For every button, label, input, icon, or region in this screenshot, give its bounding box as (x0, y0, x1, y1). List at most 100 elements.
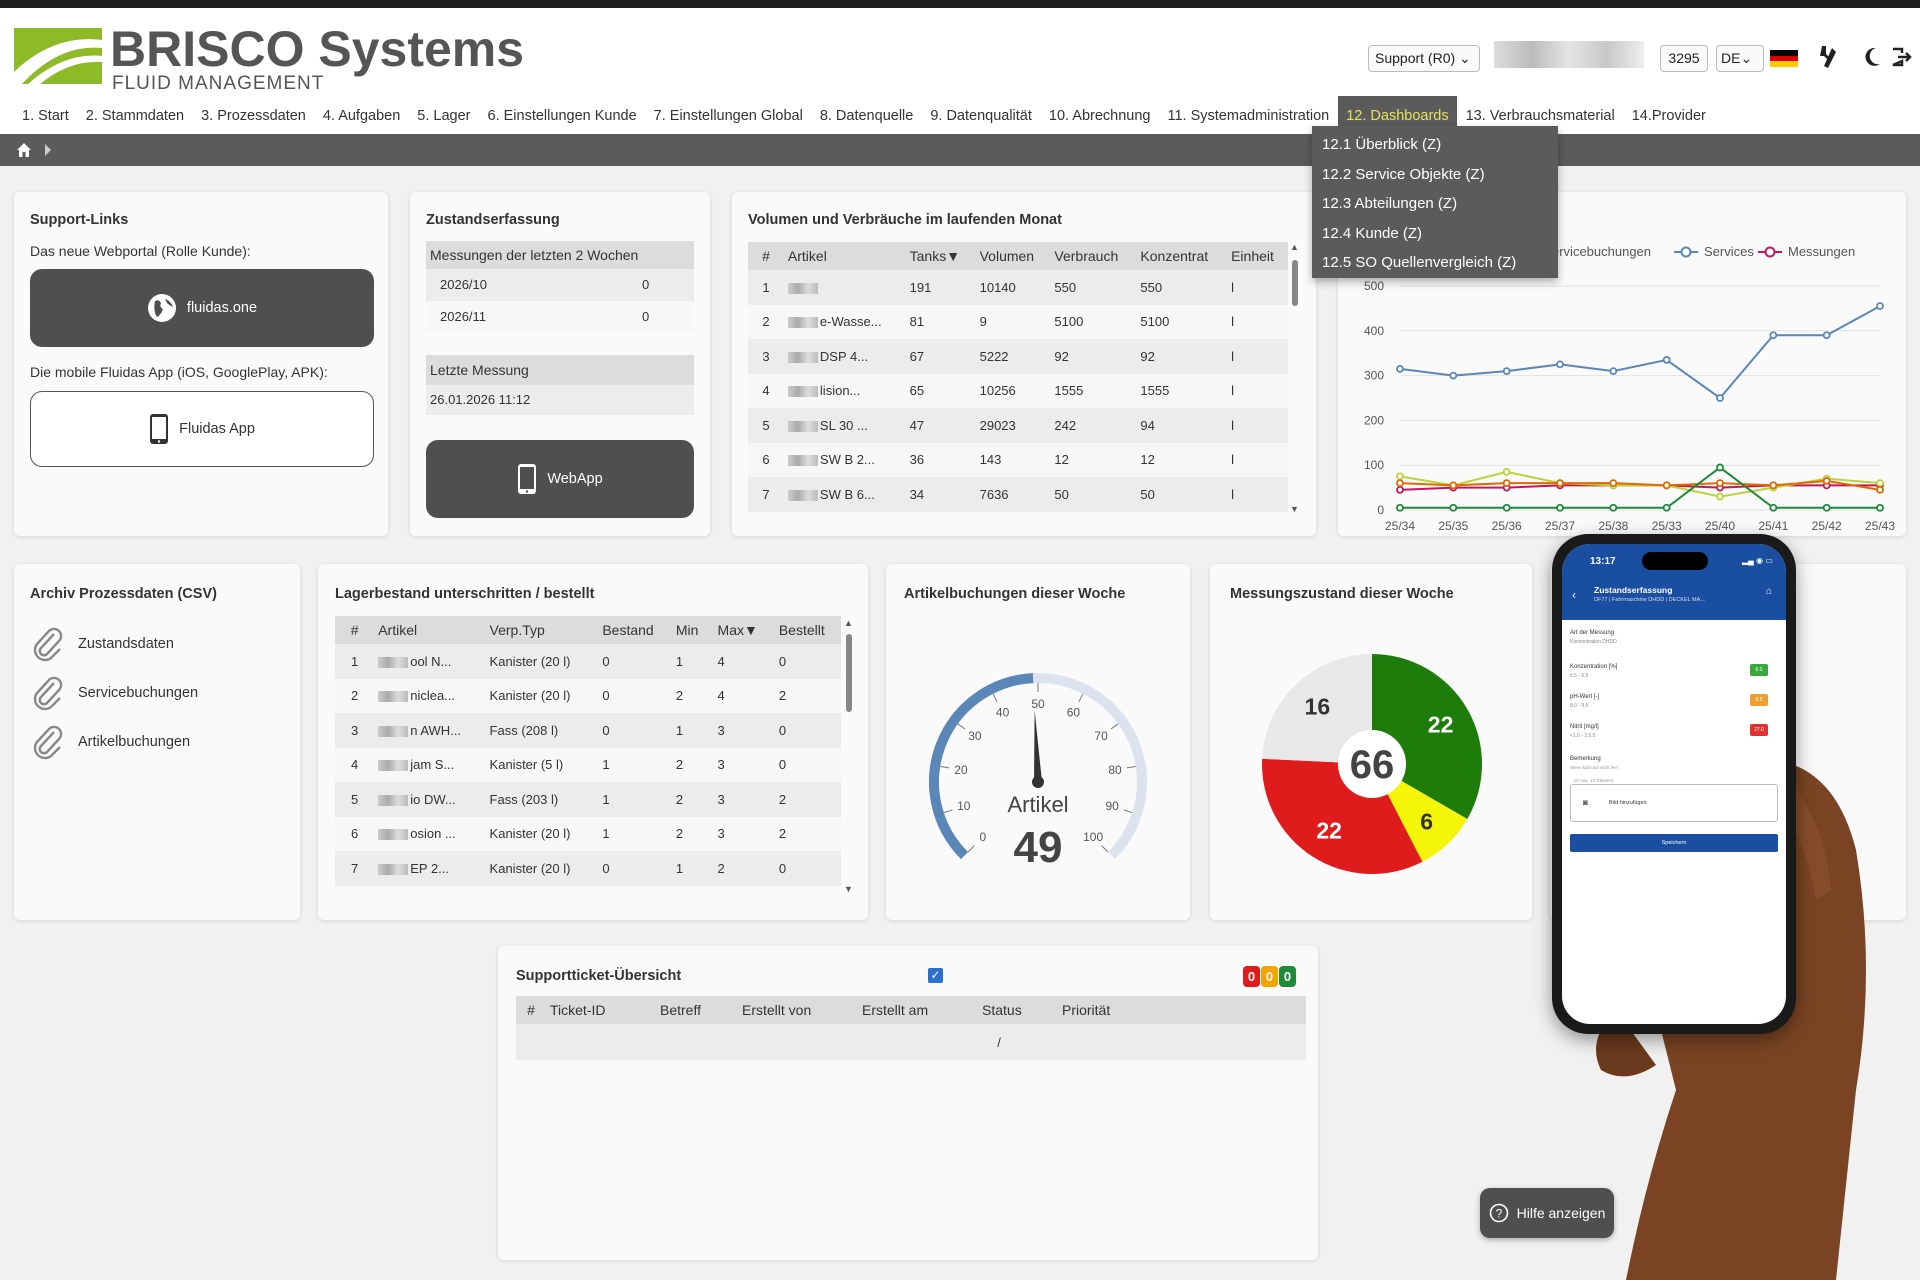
table-row[interactable]: 7 SW B 6... 34 7636 50 50 l (748, 477, 1288, 512)
data-point[interactable] (1876, 485, 1884, 494)
fluidas-app-button[interactable]: Fluidas App (30, 391, 374, 467)
dropdown-item-4[interactable]: 12.4 Kunde (Z) (1322, 224, 1423, 242)
data-point[interactable] (1396, 479, 1404, 488)
column-header[interactable]: Ticket-ID (546, 996, 656, 1024)
data-point[interactable] (1822, 331, 1831, 340)
column-header[interactable]: Einheit (1227, 242, 1288, 270)
data-point[interactable] (1449, 371, 1458, 380)
data-point[interactable] (1662, 481, 1671, 490)
legend-servicebuchungen[interactable]: ervicebuchungen (1552, 244, 1652, 259)
badge-yellow[interactable]: 0 (1261, 966, 1278, 987)
archiv-artikelbuchungen[interactable]: Artikelbuchungen (32, 724, 190, 760)
menu-item-7[interactable]: 7. Einstellungen Global (653, 108, 803, 124)
menu-item-6[interactable]: 6. Einstellungen Kunde (487, 108, 637, 124)
pie-slice-1[interactable] (1372, 764, 1468, 862)
data-point[interactable] (1396, 485, 1404, 494)
table-row[interactable]: 1 ool N... Kanister (20 l) 0 1 4 0 (335, 644, 841, 679)
data-point[interactable] (1876, 479, 1884, 488)
data-point[interactable] (1822, 503, 1831, 512)
column-header[interactable]: Betreff (656, 996, 738, 1024)
pie-slice-3[interactable] (1262, 654, 1372, 764)
data-point[interactable] (1716, 463, 1724, 472)
data-point[interactable] (1502, 367, 1511, 376)
dropdown-item-3[interactable]: 12.3 Abteilungen (Z) (1322, 195, 1458, 212)
column-header[interactable]: Artikel (374, 616, 486, 644)
table-row[interactable]: 5 io DW... Fass (203 l) 1 2 3 2 (335, 782, 841, 817)
data-point[interactable] (1769, 331, 1778, 340)
logout-icon[interactable] (1890, 46, 1912, 68)
menu-item-4[interactable]: 4. Aufgaben (322, 108, 401, 124)
column-header[interactable]: Priorität (1058, 996, 1306, 1024)
column-header[interactable]: Status (978, 996, 1058, 1024)
menu-item-9[interactable]: 9. Datenqualität (930, 108, 1032, 124)
data-point[interactable] (1716, 479, 1724, 488)
home-icon[interactable]: ⌂ (1766, 586, 1773, 597)
table-row[interactable]: 6 SW B 2... 36 143 12 12 l (748, 442, 1288, 477)
column-header[interactable]: Verbrauch (1050, 242, 1137, 270)
archiv-servicebuchungen[interactable]: Servicebuchungen (32, 675, 198, 711)
home-icon[interactable] (16, 142, 32, 158)
column-header[interactable]: Bestellt (774, 616, 841, 644)
data-point[interactable] (1396, 472, 1404, 481)
dark-mode-icon[interactable] (1862, 46, 1882, 68)
table-row[interactable]: 7 EP 2... Kanister (20 l) 0 1 2 0 (335, 851, 841, 886)
table-row[interactable]: 2 e-Wasse... 81 9 5100 5100 l (748, 304, 1288, 339)
menu-item-14[interactable]: 14.Provider (1631, 108, 1706, 124)
column-header[interactable]: Tanks▼ (905, 242, 976, 270)
menu-item-3[interactable]: 3. Prozessdaten (201, 108, 306, 124)
webapp-button[interactable]: WebApp (426, 440, 694, 518)
data-point[interactable] (1769, 503, 1778, 512)
data-point[interactable] (1876, 503, 1884, 512)
series-line-4[interactable] (1400, 466, 1880, 509)
data-point[interactable] (1502, 479, 1511, 488)
table-row[interactable]: 4 jam S... Kanister (5 l) 1 2 3 0 (335, 747, 841, 782)
tools-icon[interactable] (1818, 44, 1840, 70)
phone-save-button[interactable]: Speichern (1570, 834, 1778, 852)
data-point[interactable] (1556, 503, 1564, 512)
data-point[interactable] (1609, 503, 1618, 512)
series-line-0[interactable] (1399, 305, 1881, 400)
show-closed-checkbox[interactable]: ✓ (928, 968, 943, 983)
scrollbar[interactable]: ▲ ▼ (1290, 242, 1299, 514)
data-point[interactable] (1769, 481, 1778, 490)
column-header[interactable]: Verp.Typ (485, 616, 599, 644)
dropdown-item-2[interactable]: 12.2 Service Objekte (Z) (1322, 165, 1485, 183)
menu-item-10[interactable]: 10. Abrechnung (1048, 108, 1151, 124)
help-button[interactable]: ? Hilfe anzeigen (1480, 1188, 1614, 1238)
data-point[interactable] (1609, 367, 1618, 376)
data-point[interactable] (1396, 364, 1404, 373)
menu-item-11[interactable]: 11. Systemadministration (1167, 108, 1330, 124)
data-point[interactable] (1502, 468, 1511, 476)
table-row[interactable]: 5 SL 30 ... 47 29023 242 94 l (748, 408, 1288, 443)
language-select[interactable]: DE⌄ (1716, 45, 1764, 72)
column-header[interactable]: # (748, 242, 784, 270)
data-point[interactable] (1449, 503, 1458, 512)
menu-item-13[interactable]: 13. Verbrauchsmaterial (1465, 108, 1615, 124)
badge-red[interactable]: 0 (1243, 966, 1260, 987)
legend-services[interactable]: Services (1674, 244, 1754, 259)
column-header[interactable]: Artikel (783, 242, 906, 270)
column-header[interactable]: # (516, 996, 546, 1024)
dropdown-item-5[interactable]: 12.5 SO Quellenvergleich (Z) (1322, 254, 1517, 271)
series-line-3[interactable] (1399, 479, 1881, 491)
support-role-select[interactable]: Support (R0) ⌄ (1368, 45, 1480, 72)
menu-item-1[interactable]: 1. Start (22, 108, 69, 124)
column-header[interactable]: Konzentrat (1136, 242, 1228, 270)
table-row[interactable]: 1 191 10140 550 550 l (748, 270, 1288, 305)
data-point[interactable] (1662, 356, 1671, 364)
column-header[interactable]: Min (671, 616, 714, 644)
data-point[interactable] (1556, 479, 1564, 488)
column-header[interactable]: Erstellt von (738, 996, 858, 1024)
menu-item-2[interactable]: 2. Stammdaten (85, 108, 185, 124)
table-row[interactable]: 2 niclea... Kanister (20 l) 0 2 4 2 (335, 678, 841, 713)
scrollbar[interactable]: ▲ ▼ (844, 618, 853, 894)
back-icon[interactable]: ‹ (1572, 588, 1576, 602)
data-point[interactable] (1716, 492, 1724, 501)
data-point[interactable] (1662, 503, 1671, 512)
data-point[interactable] (1556, 360, 1564, 369)
column-header[interactable]: # (335, 616, 375, 644)
fluidas-one-button[interactable]: fluidas.one (30, 269, 374, 347)
dropdown-item-1[interactable]: 12.1 Überblick (Z) (1322, 136, 1442, 153)
phone-field-2-value[interactable]: 9.5 (1750, 694, 1768, 706)
data-point[interactable] (1876, 302, 1884, 311)
